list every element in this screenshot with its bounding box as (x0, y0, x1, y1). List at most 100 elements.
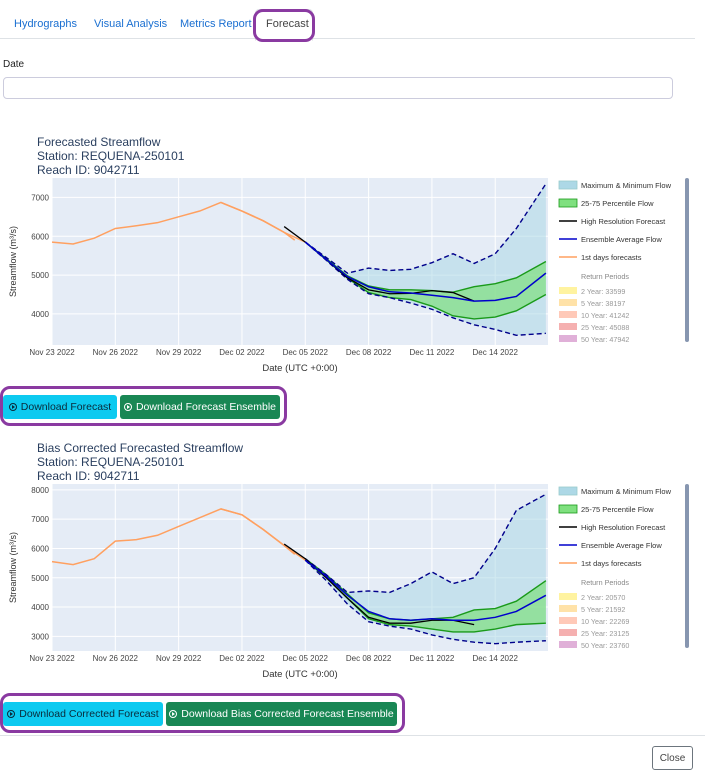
legend-label: Ensemble Average Flow (581, 235, 662, 244)
max-min-band (305, 494, 546, 644)
first-days-line (220, 508, 306, 561)
x-tick-label: Dec 11 2022 (410, 348, 455, 357)
buttons-highlight-1 (0, 386, 287, 426)
modal-footer-divider (0, 735, 705, 736)
close-button[interactable]: Close (652, 746, 693, 770)
x-tick-label: Dec 14 2022 (473, 654, 519, 663)
forecast-chart[interactable]: 7000 6000 5000 4000 Nov 23 2022 Nov 26 2022 No… (0, 176, 705, 376)
ensemble-avg-line (304, 559, 547, 621)
y-tick-label: 6000 (31, 544, 49, 553)
download-corrected-forecast-button[interactable]: Download Corrected Forecast (3, 702, 163, 726)
chart1-station: Station: REQUENA-250101 (37, 149, 185, 163)
buttons-highlight-2 (0, 693, 405, 733)
x-tick-label: Nov 26 2022 (93, 654, 139, 663)
return-periods-title: Return Periods (581, 578, 629, 587)
download-forecast-label: Download Forecast (20, 401, 112, 413)
return-period-swatch (559, 323, 577, 330)
return-period-swatch (559, 617, 577, 624)
play-circle-icon (123, 403, 132, 411)
return-period-swatch (559, 335, 577, 342)
y-axis-label: Streamflow (m³/s) (8, 226, 18, 297)
first-days-line (220, 201, 306, 243)
legend-swatch (558, 198, 578, 208)
x-tick-label: Dec 08 2022 (346, 348, 392, 357)
return-period-swatch (559, 311, 577, 318)
percentile-band (305, 242, 546, 319)
date-label: Date (3, 59, 25, 70)
legend-swatch (558, 486, 578, 496)
return-period-label: 50 Year: 23760 (581, 641, 629, 650)
y-tick-label: 7000 (31, 515, 49, 524)
max-flow-line (304, 183, 547, 274)
chart2-reach: Reach ID: 9042711 (37, 469, 140, 483)
max-flow-line (304, 493, 547, 594)
download-corrected-forecast-label: Download Corrected Forecast (19, 708, 159, 720)
legend-label: High Resolution Forecast (581, 217, 666, 226)
ensemble-avg-line (304, 241, 547, 302)
chart1-title-block: Forecasted Streamflow Station: REQUENA-2… (37, 135, 184, 177)
legend-label: 1st days forecasts (581, 559, 642, 568)
chart2-title: Bias Corrected Forecasted Streamflow (37, 441, 244, 455)
min-flow-line (304, 241, 546, 336)
x-tick-label: Nov 23 2022 (29, 348, 75, 357)
tab-bar: Hydrographs Visual Analysis Metrics Repo… (0, 0, 695, 41)
return-period-swatch (559, 593, 577, 600)
x-tick-label: Dec 11 2022 (410, 654, 455, 663)
return-period-swatch (559, 641, 577, 648)
legend-label: High Resolution Forecast (581, 523, 666, 532)
y-axis-label: Streamflow (m³/s) (8, 532, 18, 603)
download-forecast-button[interactable]: Download Forecast (3, 395, 117, 419)
return-period-label: 50 Year: 47942 (581, 335, 629, 344)
x-tick-label: Nov 26 2022 (93, 348, 139, 357)
x-tick-label: Nov 29 2022 (156, 348, 202, 357)
chart2-title-block: Bias Corrected Forecasted Streamflow Sta… (37, 441, 243, 483)
download-bias-corrected-ensemble-button[interactable]: Download Bias Corrected Forecast Ensembl… (166, 702, 397, 726)
return-period-label: 2 Year: 20570 (581, 593, 625, 602)
y-tick-label: 7000 (31, 193, 49, 202)
x-tick-label: Dec 05 2022 (283, 348, 329, 357)
play-circle-icon (8, 403, 17, 411)
x-tick-label: Dec 05 2022 (283, 654, 329, 663)
x-axis-label: Date (UTC +0:00) (262, 669, 337, 680)
x-tick-label: Dec 02 2022 (219, 654, 265, 663)
legend-label: Maximum & Minimum Flow (581, 487, 672, 496)
return-period-swatch (559, 299, 577, 306)
return-period-label: 5 Year: 38197 (581, 299, 625, 308)
y-tick-label: 4000 (31, 310, 49, 319)
y-tick-label: 3000 (31, 632, 49, 641)
legend-label: Ensemble Average Flow (581, 541, 662, 550)
tab-highlight (253, 9, 315, 42)
return-period-label: 25 Year: 45088 (581, 323, 629, 332)
play-circle-icon (169, 710, 178, 718)
download-bias-corrected-ensemble-label: Download Bias Corrected Forecast Ensembl… (181, 708, 394, 720)
legend-label: 25-75 Percentile Flow (581, 505, 654, 514)
return-period-swatch (559, 629, 577, 636)
x-tick-label: Dec 08 2022 (346, 654, 392, 663)
x-tick-label: Dec 14 2022 (473, 348, 519, 357)
y-tick-label: 6000 (31, 232, 49, 241)
return-period-label: 5 Year: 21592 (581, 605, 625, 614)
legend-scrollbar (685, 484, 689, 648)
legend-swatch (558, 180, 578, 190)
y-tick-label: 4000 (31, 603, 49, 612)
legend-label: 25-75 Percentile Flow (581, 199, 654, 208)
tab-metrics-report[interactable]: Metrics Report (180, 18, 252, 30)
bias-corrected-chart[interactable]: 8000 7000 6000 5000 4000 3000 Nov 23 2022 Nov 2… (0, 482, 705, 682)
return-period-swatch (559, 287, 577, 294)
tab-visual-analysis[interactable]: Visual Analysis (94, 18, 168, 30)
chart1-reach: Reach ID: 9042711 (37, 163, 140, 177)
legend-scrollbar (685, 178, 689, 342)
y-tick-label: 5000 (31, 574, 49, 583)
tab-hydrographs[interactable]: Hydrographs (14, 18, 77, 30)
download-forecast-ensemble-button[interactable]: Download Forecast Ensemble (120, 395, 280, 419)
min-flow-line (304, 559, 546, 645)
x-tick-label: Dec 02 2022 (219, 348, 265, 357)
return-period-label: 10 Year: 41242 (581, 311, 629, 320)
legend-label: Maximum & Minimum Flow (581, 181, 672, 190)
chart1-title: Forecasted Streamflow (37, 135, 161, 149)
x-axis-label: Date (UTC +0:00) (262, 363, 337, 374)
date-input[interactable] (3, 77, 673, 99)
play-circle-icon (7, 710, 16, 718)
tab-forecast[interactable]: Forecast (266, 18, 309, 30)
y-tick-label: 8000 (31, 486, 49, 495)
